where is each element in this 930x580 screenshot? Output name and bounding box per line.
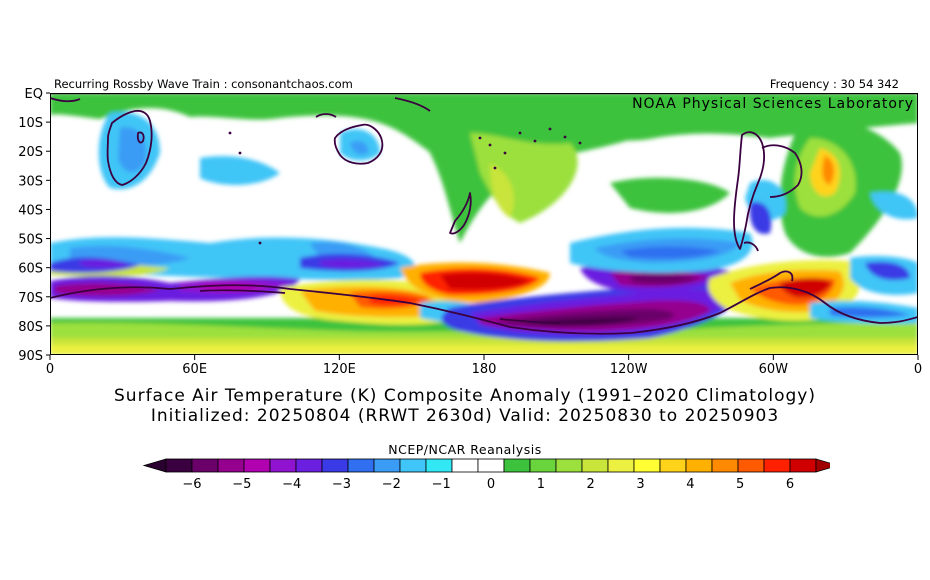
colorbar-swatch: [373, 458, 401, 473]
coastlines: [50, 97, 918, 335]
credit-text: Recurring Rossby Wave Train : consonantc…: [54, 77, 353, 91]
chart-subtitle: Initialized: 20250804 (RRWT 2630d) Valid…: [150, 406, 780, 426]
colorbar-swatch: [581, 458, 609, 473]
lon-tick-label: 60W: [759, 362, 789, 377]
colorbar-swatch: [685, 458, 713, 473]
colorbar-swatch: [321, 458, 349, 473]
colorbar-swatch: [737, 458, 765, 473]
colorbar-swatch: [529, 458, 557, 473]
colorbar-under-arrow: [142, 458, 167, 473]
lon-tick-label: 60E: [182, 362, 207, 377]
colorbar-swatch: [243, 458, 271, 473]
colorbar-tick-label: −4: [282, 477, 301, 492]
colorbar-source-label: NCEP/NCAR Reanalysis: [388, 442, 542, 457]
lat-tick-label: 50S: [18, 233, 43, 248]
colorbar-swatch: [425, 458, 453, 473]
lat-tick-label: 90S: [18, 349, 43, 364]
colorbar-tick-label: 0: [487, 477, 495, 492]
lat-tick-label: 30S: [18, 174, 43, 189]
lon-tick-label: 180: [472, 362, 497, 377]
anomaly-map: [50, 93, 918, 355]
lat-tick-label: 80S: [18, 320, 43, 335]
colorbar-over-arrow: [815, 458, 830, 473]
colorbar-tick-label: 3: [636, 477, 644, 492]
colorbar-swatch: [295, 458, 323, 473]
lat-tick-label: 70S: [18, 291, 43, 306]
colorbar-swatch: [659, 458, 687, 473]
lon-tick-label: 0: [914, 362, 922, 377]
colorbar-tick-label: 4: [686, 477, 694, 492]
noaa-label: NOAA Physical Sciences Laboratory: [632, 96, 914, 112]
colorbar-swatch: [191, 458, 219, 473]
chart-title: Surface Air Temperature (K) Composite An…: [114, 386, 816, 406]
map-frame: [50, 93, 918, 355]
lat-tick-label: 40S: [18, 203, 43, 218]
colorbar-tick-label: −1: [432, 477, 451, 492]
colorbar-swatch: [763, 458, 791, 473]
lat-tick-label: 10S: [18, 116, 43, 131]
colorbar-tick-label: 6: [786, 477, 794, 492]
colorbar-tick-label: 2: [587, 477, 595, 492]
lon-tick-label: 120E: [323, 362, 356, 377]
colorbar-swatch: [477, 458, 505, 473]
colorbar-swatch: [607, 458, 635, 473]
colorbar-swatch: [711, 458, 739, 473]
lat-tick-label: 20S: [18, 145, 43, 160]
colorbar-tick-label: −6: [182, 477, 201, 492]
lon-tick-label: 0: [46, 362, 54, 377]
colorbar-ticks: −6 −5 −4 −3 −2 −1 0 1 2 3 4 5 6: [182, 477, 794, 492]
colorbar-swatches: [142, 458, 830, 473]
map-svg: [50, 93, 918, 355]
colorbar-swatch: [789, 458, 817, 473]
colorbar-tick-label: 5: [736, 477, 744, 492]
colorbar-swatch: [165, 458, 193, 473]
frequency-text: Frequency : 30 54 342: [769, 77, 899, 91]
colorbar-tick-label: 1: [537, 477, 545, 492]
colorbar-swatch: [399, 458, 427, 473]
colorbar-swatch: [269, 458, 297, 473]
lat-tick-label: EQ: [25, 87, 43, 102]
colorbar-tick-label: −2: [382, 477, 401, 492]
colorbar-swatch: [633, 458, 661, 473]
colorbar-tick-label: −3: [332, 477, 351, 492]
colorbar-swatch: [347, 458, 375, 473]
colorbar-swatch: [503, 458, 531, 473]
colorbar-tick-label: −5: [232, 477, 251, 492]
colorbar: −6 −5 −4 −3 −2 −1 0 1 2 3 4 5 6: [142, 458, 830, 492]
longitude-axis: 0 60E 120E 180 120W 60W 0: [46, 355, 922, 377]
colorbar-swatch: [451, 458, 479, 473]
latitude-axis: EQ 10S 20S 30S 40S 50S 60S 70S 80S 90S: [18, 87, 50, 364]
lon-tick-label: 120W: [610, 362, 648, 377]
lat-tick-label: 60S: [18, 262, 43, 277]
colorbar-swatch: [217, 458, 245, 473]
island-dots: [228, 127, 582, 245]
anomaly-field: [50, 93, 918, 355]
colorbar-swatch: [555, 458, 583, 473]
